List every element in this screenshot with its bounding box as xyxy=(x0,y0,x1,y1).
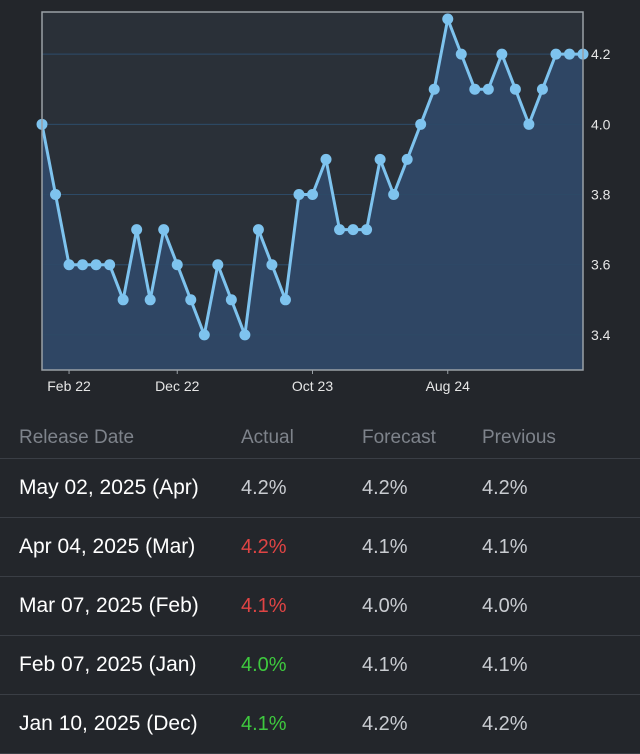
row-forecast: 4.1% xyxy=(362,653,408,676)
data-point xyxy=(266,259,278,271)
data-point xyxy=(131,224,143,236)
data-point xyxy=(77,259,89,271)
row-previous: 4.1% xyxy=(482,653,528,676)
row-forecast: 4.0% xyxy=(362,594,408,617)
data-point xyxy=(523,118,535,130)
row-actual: 4.2% xyxy=(241,476,287,499)
data-point xyxy=(496,48,508,60)
y-tick-label: 4.2 xyxy=(591,46,611,62)
data-point xyxy=(374,153,386,165)
x-tick-label: Dec 22 xyxy=(155,378,200,394)
table-row[interactable]: Jan 10, 2025 (Dec) 4.1% 4.2% 4.2% xyxy=(0,695,640,754)
row-date: Feb 07, 2025 (Jan) xyxy=(19,653,197,676)
data-point xyxy=(469,83,481,95)
data-point xyxy=(252,224,264,236)
table-row[interactable]: Apr 04, 2025 (Mar) 4.2% 4.1% 4.1% xyxy=(0,518,640,577)
data-point xyxy=(509,83,521,95)
row-date: May 02, 2025 (Apr) xyxy=(19,476,199,499)
row-date: Jan 10, 2025 (Dec) xyxy=(19,712,198,735)
data-point xyxy=(239,329,251,341)
data-point xyxy=(117,294,129,306)
table-row[interactable]: Feb 07, 2025 (Jan) 4.0% 4.1% 4.1% xyxy=(0,636,640,695)
data-point xyxy=(63,259,75,271)
row-previous: 4.0% xyxy=(482,594,528,617)
data-point xyxy=(401,153,413,165)
header-release-date: Release Date xyxy=(19,427,135,448)
row-forecast: 4.1% xyxy=(362,535,408,558)
x-tick-label: Feb 22 xyxy=(47,378,91,394)
line-chart[interactable]: 3.4 3.6 3.8 4.0 4.2 Feb 22 Dec 22 Oct 23 Aug 24 xyxy=(0,0,640,410)
row-actual: 4.1% xyxy=(241,594,287,617)
data-point xyxy=(50,189,62,201)
row-date: Apr 04, 2025 (Mar) xyxy=(19,535,196,558)
x-tick-label: Oct 23 xyxy=(292,378,333,394)
x-tick-label: Aug 24 xyxy=(426,378,471,394)
data-point xyxy=(536,83,548,95)
table-row[interactable]: May 02, 2025 (Apr) 4.2% 4.2% 4.2% xyxy=(0,459,640,518)
data-point xyxy=(171,259,183,271)
row-previous: 4.1% xyxy=(482,535,528,558)
row-previous: 4.2% xyxy=(482,712,528,735)
data-point xyxy=(388,189,400,201)
data-point xyxy=(144,294,156,306)
row-date: Mar 07, 2025 (Feb) xyxy=(19,594,199,617)
data-point xyxy=(307,189,318,201)
data-point xyxy=(225,294,237,306)
data-point xyxy=(550,48,562,60)
y-tick-label: 3.8 xyxy=(591,187,611,203)
data-point xyxy=(185,294,197,306)
data-point xyxy=(482,83,494,95)
data-point xyxy=(212,259,224,271)
y-tick-label: 3.4 xyxy=(591,327,611,343)
chart-panel: 3.4 3.6 3.8 4.0 4.2 Feb 22 Dec 22 Oct 23 Aug 24 xyxy=(0,0,640,410)
data-point xyxy=(293,189,305,201)
y-tick-label: 3.6 xyxy=(591,257,611,273)
row-forecast: 4.2% xyxy=(362,476,408,499)
data-point xyxy=(347,224,359,236)
header-forecast: Forecast xyxy=(362,427,436,448)
row-actual: 4.2% xyxy=(241,535,287,558)
row-previous: 4.2% xyxy=(482,476,528,499)
row-actual: 4.0% xyxy=(241,653,287,676)
y-tick-label: 4.0 xyxy=(591,116,611,132)
data-point xyxy=(334,224,346,236)
data-point xyxy=(361,224,373,236)
table-row[interactable]: Mar 07, 2025 (Feb) 4.1% 4.0% 4.0% xyxy=(0,577,640,636)
data-point xyxy=(455,48,467,60)
data-point xyxy=(104,259,116,271)
data-point xyxy=(320,153,332,165)
data-point xyxy=(90,259,102,271)
data-point xyxy=(158,224,170,236)
data-point xyxy=(563,48,575,60)
release-table: Release Date Actual Forecast Previous Ma… xyxy=(0,418,640,754)
header-actual: Actual xyxy=(241,427,294,448)
data-point xyxy=(279,294,291,306)
data-point xyxy=(198,329,210,341)
data-point xyxy=(415,118,427,130)
data-point xyxy=(428,83,440,95)
row-forecast: 4.2% xyxy=(362,712,408,735)
data-point xyxy=(442,13,454,25)
row-actual: 4.1% xyxy=(241,712,287,735)
header-previous: Previous xyxy=(482,427,556,448)
table-header: Release Date Actual Forecast Previous xyxy=(0,418,640,459)
